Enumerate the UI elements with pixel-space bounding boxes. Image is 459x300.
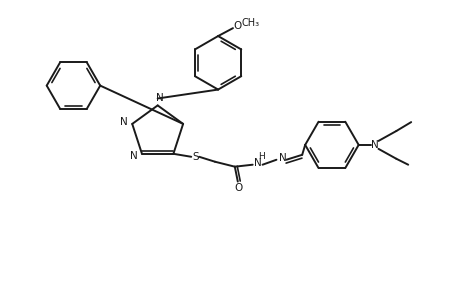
Text: H: H [257,152,264,161]
Text: N: N [156,94,163,103]
Text: N: N [370,140,378,150]
Text: N: N [253,158,261,168]
Text: O: O [233,21,241,31]
Text: CH₃: CH₃ [241,18,259,28]
Text: N: N [120,117,128,127]
Text: N: N [278,153,285,163]
Text: N: N [130,151,138,161]
Text: S: S [191,152,198,162]
Text: O: O [234,184,242,194]
